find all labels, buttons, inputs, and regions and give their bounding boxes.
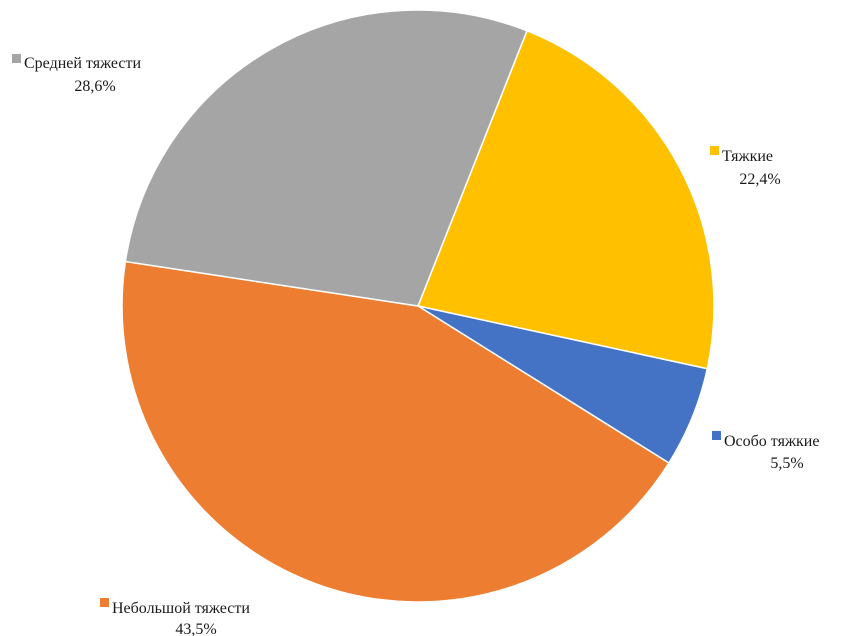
pie-slices <box>121 9 715 603</box>
label-swatch-2 <box>100 598 109 607</box>
label-swatch-0 <box>710 146 719 155</box>
data-label-2: Небольшой тяжести 43,5% <box>100 598 250 636</box>
pie-slice-2 <box>121 260 670 603</box>
pie-slice-0 <box>416 29 715 370</box>
pie-labels: Тяжкие 22,4% Особо тяжкие 5,5% Небольшой тяж… <box>12 54 819 636</box>
label-value-1: 5,5% <box>770 455 803 472</box>
pie-slice-3 <box>124 9 528 307</box>
data-label-1: Особо тяжкие 5,5% <box>712 431 819 472</box>
label-swatch-3 <box>12 54 21 63</box>
label-category-3: Средней тяжести <box>24 55 142 72</box>
data-label-3: Средней тяжести 28,6% <box>12 54 142 95</box>
label-value-2: 43,5% <box>175 621 216 636</box>
label-category-0: Тяжкие <box>722 148 773 165</box>
label-value-3: 28,6% <box>74 78 115 95</box>
label-value-0: 22,4% <box>739 171 780 188</box>
data-label-0: Тяжкие 22,4% <box>710 146 781 188</box>
label-category-2: Небольшой тяжести <box>112 600 250 617</box>
label-swatch-1 <box>712 431 721 440</box>
label-category-1: Особо тяжкие <box>724 433 819 450</box>
